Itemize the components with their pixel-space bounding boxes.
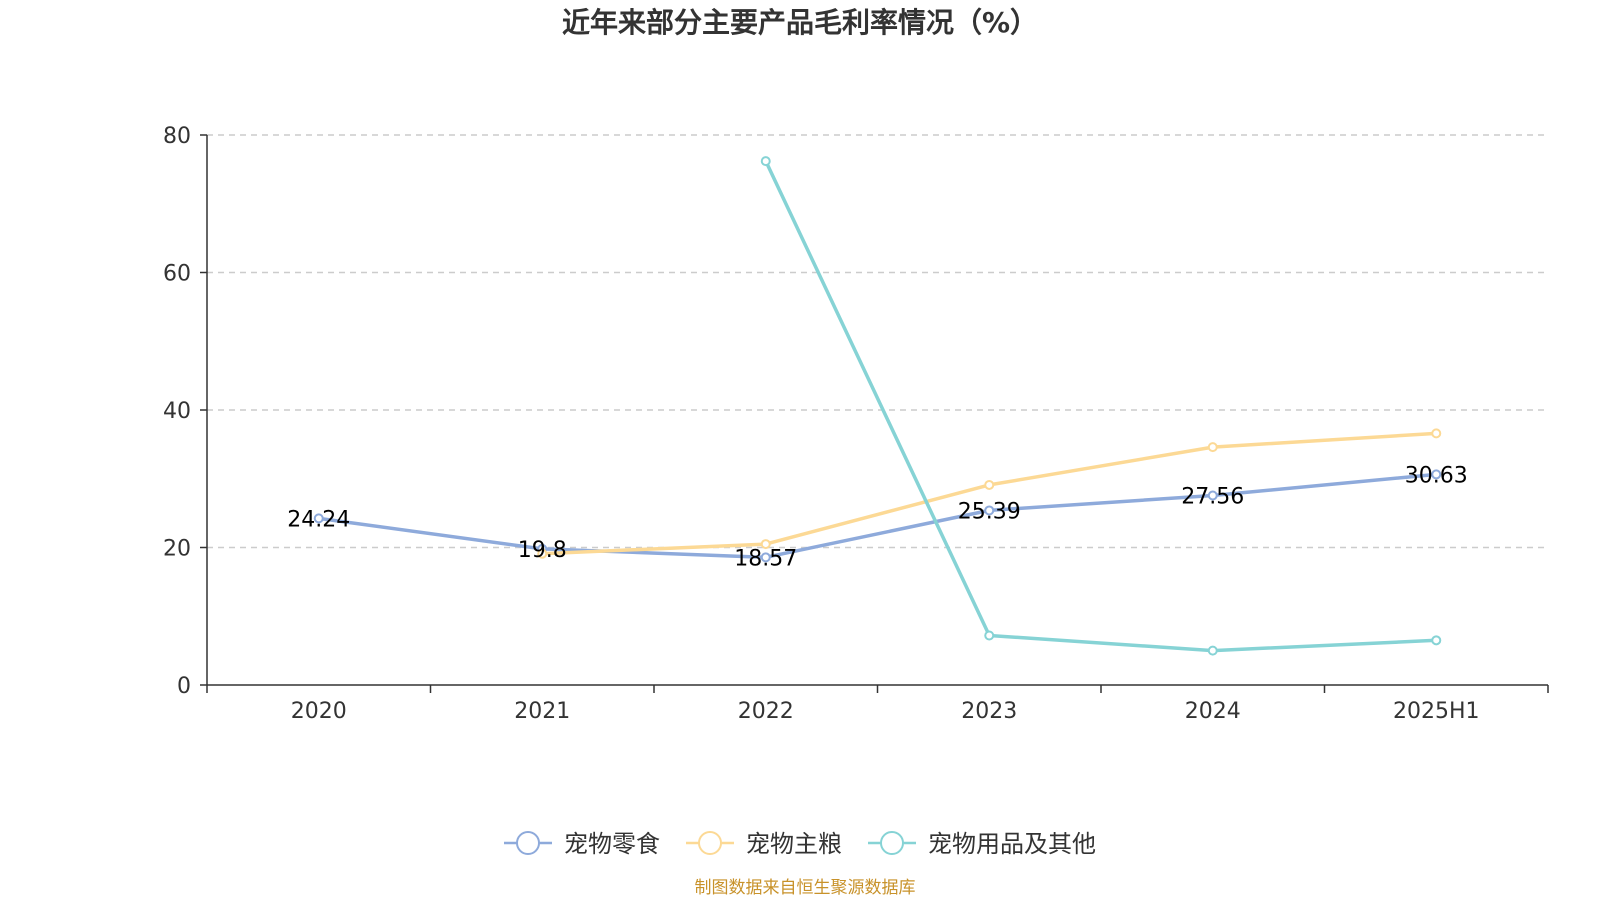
- data-point-宠物用品及其他-2024: [1207, 645, 1218, 656]
- data-point-宠物主粮-2023: [984, 479, 995, 490]
- series-宠物主粮: [537, 428, 1442, 559]
- legend-label-宠物零食: 宠物零食: [564, 830, 660, 858]
- series-line-宠物主粮: [542, 431, 1437, 556]
- data-point-宠物零食-2023: [984, 505, 995, 516]
- legend-item-宠物用品及其他[interactable]: 宠物用品及其他: [868, 830, 1096, 858]
- y-tick-label-40: 40: [163, 399, 191, 424]
- grid-lines: [207, 134, 1548, 549]
- data-label-宠物零食-2025H1: 30.63: [1405, 463, 1468, 488]
- data-point-宠物用品及其他-2025H1: [1431, 635, 1442, 646]
- legend: 宠物零食 宠物主粮 宠物用品及其他: [504, 830, 1096, 858]
- x-tick-label-2023: 2023: [961, 699, 1017, 724]
- legend-label-宠物用品及其他: 宠物用品及其他: [928, 830, 1096, 858]
- x-tick-label-2025H1: 2025H1: [1393, 699, 1480, 724]
- x-tick-label-2024: 2024: [1185, 699, 1241, 724]
- data-label-宠物零食-2021: 19.8: [518, 538, 567, 563]
- data-point-宠物主粮-2025H1: [1431, 428, 1442, 439]
- series-line-宠物零食: [318, 472, 1437, 560]
- data-point-宠物主粮-2021: [537, 548, 548, 559]
- legend-item-宠物零食[interactable]: 宠物零食: [504, 830, 660, 858]
- x-tick-label-2020: 2020: [291, 699, 347, 724]
- source-note: 制图数据来自恒生聚源数据库: [695, 878, 916, 898]
- legend-label-宠物主粮: 宠物主粮: [746, 830, 842, 858]
- data-point-宠物零食-2020: [313, 513, 324, 524]
- data-point-宠物用品及其他-2023: [984, 630, 995, 641]
- legend-marker-宠物零食: [516, 831, 540, 855]
- legend-marker-宠物用品及其他: [880, 831, 904, 855]
- data-label-宠物零食-2023: 25.39: [958, 499, 1021, 524]
- data-point-宠物零食-2022: [760, 552, 771, 563]
- data-label-宠物零食-2022: 18.57: [734, 546, 797, 571]
- y-tick-label-60: 60: [163, 262, 191, 287]
- data-point-宠物零食-2025H1: [1431, 469, 1442, 480]
- series-宠物零食: [313, 469, 1442, 563]
- data-point-宠物零食-2024: [1207, 490, 1218, 501]
- y-tick-label-80: 80: [163, 124, 191, 149]
- data-point-宠物主粮-2022: [760, 539, 771, 550]
- data-point-宠物用品及其他-2022: [760, 156, 771, 167]
- data-label-宠物零食-2020: 24.24: [287, 507, 350, 532]
- series-宠物用品及其他: [760, 156, 1442, 656]
- data-point-宠物主粮-2024: [1207, 442, 1218, 453]
- data-label-宠物零食-2024: 27.56: [1181, 485, 1244, 510]
- x-tick-label-2021: 2021: [514, 699, 570, 724]
- chart-title: 近年来部分主要产品毛利率情况（%）: [562, 6, 1038, 39]
- y-tick-label-20: 20: [163, 537, 191, 562]
- legend-item-宠物主粮[interactable]: 宠物主粮: [686, 830, 842, 858]
- series-lines: [313, 156, 1442, 656]
- legend-marker-宠物主粮: [698, 831, 722, 855]
- data-labels: 24.24 19.8 18.57 25.39 27.56 30.63: [287, 463, 1467, 571]
- y-tick-label-0: 0: [177, 674, 191, 699]
- series-line-宠物用品及其他: [764, 160, 1437, 653]
- x-tick-label-2022: 2022: [738, 699, 794, 724]
- axes: 0 20 40 60 80 2020 2021 2022 2023 2024 2025H1: [163, 124, 1549, 724]
